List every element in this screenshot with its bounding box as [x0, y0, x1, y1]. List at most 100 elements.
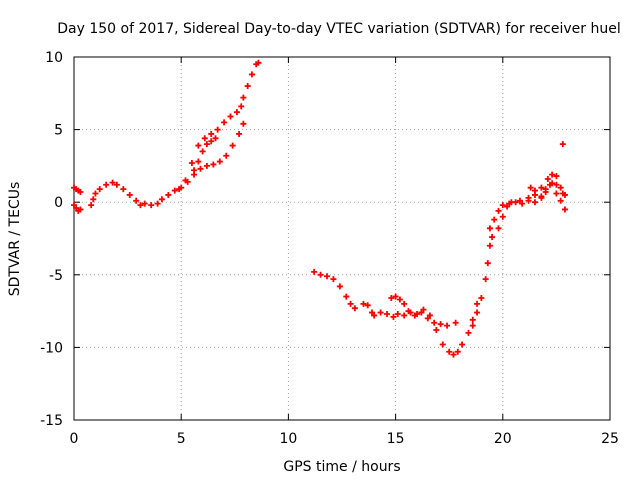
data-point-marker: [549, 171, 556, 178]
data-point-marker: [561, 206, 568, 213]
x-tick-label: 20: [494, 431, 512, 447]
data-point-marker: [188, 159, 195, 166]
data-point-marker: [233, 109, 240, 116]
data-point-marker: [199, 148, 206, 155]
y-tick-label: 10: [45, 50, 63, 66]
data-point-marker: [531, 199, 538, 206]
data-point-marker: [452, 319, 459, 326]
data-point-marker: [478, 295, 485, 302]
data-point-marker: [229, 142, 236, 149]
data-point-marker: [444, 322, 451, 329]
data-point-marker: [407, 309, 414, 316]
data-point-marker: [182, 177, 189, 184]
data-point-marker: [195, 142, 202, 149]
grid-lines: [74, 57, 610, 420]
data-point-marker: [223, 152, 230, 159]
data-point-marker: [474, 300, 481, 307]
data-point-marker: [506, 200, 513, 207]
data-point-marker: [433, 326, 440, 333]
data-point-marker: [77, 206, 84, 213]
data-point-marker: [553, 173, 560, 180]
data-point-marker: [527, 184, 534, 191]
x-tick-label: 0: [70, 431, 79, 447]
data-point-marker: [414, 311, 421, 318]
y-tick-label: 5: [54, 123, 63, 139]
data-point-marker: [214, 126, 221, 133]
data-point-marker: [401, 300, 408, 307]
y-tick-label: -5: [49, 268, 63, 284]
data-point-marker: [559, 141, 566, 148]
data-point-marker: [512, 199, 519, 206]
y-axis-ticks: -15 -10 -5 0 5 10: [40, 50, 610, 429]
data-point-marker: [426, 312, 433, 319]
data-point-marker: [113, 181, 120, 188]
data-point-marker: [469, 316, 476, 323]
data-point-marker: [126, 191, 133, 198]
data-point-marker: [364, 302, 371, 309]
data-point-marker: [203, 162, 210, 169]
data-point-marker: [499, 202, 506, 209]
data-point-marker: [390, 313, 397, 320]
data-point-marker: [212, 135, 219, 142]
data-point-marker: [538, 193, 545, 200]
data-point-marker: [450, 351, 457, 358]
data-point-marker: [92, 190, 99, 197]
data-point-marker: [137, 202, 144, 209]
data-point-marker: [384, 311, 391, 318]
data-point-marker: [495, 225, 502, 232]
data-point-marker: [96, 186, 103, 193]
data-point-marker: [171, 187, 178, 194]
data-point-marker: [371, 312, 378, 319]
data-point-marker: [553, 181, 560, 188]
plot-frame: [73, 56, 611, 421]
data-point-marker: [401, 312, 408, 319]
data-point-marker: [238, 103, 245, 110]
data-point-marker: [141, 200, 148, 207]
data-point-marker: [420, 306, 427, 313]
data-point-marker: [553, 190, 560, 197]
data-point-marker: [559, 190, 566, 197]
data-point-marker: [486, 225, 493, 232]
data-point-marker: [77, 189, 84, 196]
data-point-marker: [311, 268, 318, 275]
data-point-marker: [208, 138, 215, 145]
x-tick-label: 5: [177, 431, 186, 447]
data-point-marker: [531, 191, 538, 198]
data-point-marker: [255, 59, 262, 66]
data-point-marker: [109, 179, 116, 186]
data-point-marker: [216, 158, 223, 165]
data-point-marker: [208, 130, 215, 137]
data-point-marker: [165, 191, 172, 198]
data-point-marker: [360, 300, 367, 307]
data-point-marker: [431, 319, 438, 326]
data-point-marker: [195, 158, 202, 165]
data-point-marker: [557, 197, 564, 204]
data-point-marker: [90, 196, 97, 203]
data-point-marker: [377, 309, 384, 316]
data-point-marker: [221, 119, 228, 126]
data-point-marker: [392, 293, 399, 300]
data-point-marker: [323, 273, 330, 280]
data-point-marker: [203, 141, 210, 148]
data-point-marker: [154, 200, 161, 207]
data-point-marker: [240, 120, 247, 127]
data-point-marker: [495, 207, 502, 214]
data-point-marker: [103, 181, 110, 188]
data-point-marker: [491, 216, 498, 223]
data-point-marker: [549, 180, 556, 187]
chart-title: Day 150 of 2017, Sidereal Day-to-day VTE…: [57, 21, 620, 37]
data-point-marker: [347, 300, 354, 307]
data-point-marker: [317, 271, 324, 278]
data-point-marker: [439, 341, 446, 348]
data-point-marker: [469, 322, 476, 329]
data-point-marker: [240, 94, 247, 101]
data-point-marker: [482, 276, 489, 283]
x-tick-label: 10: [279, 431, 297, 447]
data-point-marker: [343, 293, 350, 300]
data-point-marker: [351, 305, 358, 312]
y-tick-label: -15: [40, 413, 63, 429]
data-point-marker: [244, 83, 251, 90]
data-point-marker: [459, 341, 466, 348]
data-point-marker: [330, 276, 337, 283]
